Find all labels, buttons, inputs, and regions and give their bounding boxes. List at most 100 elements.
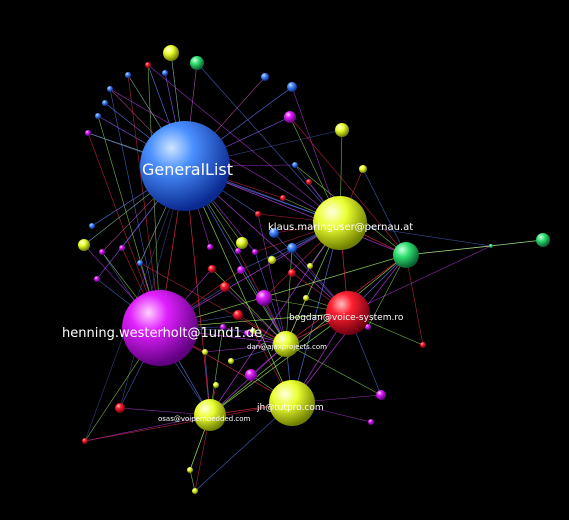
graph-node[interactable] (207, 244, 213, 250)
graph-node[interactable] (220, 324, 226, 330)
graph-node[interactable] (292, 162, 298, 168)
graph-node[interactable] (365, 324, 371, 330)
graph-node[interactable] (119, 245, 125, 251)
hub-node-dan[interactable] (273, 331, 299, 357)
graph-edge (289, 116, 407, 256)
graph-edge (204, 343, 287, 353)
graph-node[interactable] (89, 223, 95, 229)
hub-node-osas[interactable] (194, 399, 226, 431)
graph-node[interactable] (306, 179, 312, 185)
hub-node-bogdan[interactable] (326, 291, 370, 335)
graph-edge (490, 239, 544, 247)
graph-edge (211, 268, 287, 345)
graph-node[interactable] (82, 438, 88, 444)
graph-node[interactable] (256, 290, 272, 306)
graph-node[interactable] (307, 263, 313, 269)
graph-node[interactable] (255, 211, 261, 217)
graph-node[interactable] (192, 488, 198, 494)
hub-node-greenhub[interactable] (393, 242, 419, 268)
label-klaus: klaus.maringuser@pernau.at (268, 222, 413, 233)
graph-node[interactable] (303, 295, 309, 301)
graph-node[interactable] (359, 165, 367, 173)
hub-node-generallist[interactable] (140, 121, 230, 211)
graph-node[interactable] (162, 70, 168, 76)
graph-node[interactable] (237, 266, 245, 274)
graph-edge (139, 262, 287, 345)
graph-edge (189, 469, 196, 492)
graph-node[interactable] (208, 265, 216, 273)
graph-node[interactable] (102, 100, 108, 106)
graph-edge (127, 74, 161, 329)
graph-edge (347, 245, 492, 314)
graph-node[interactable] (245, 369, 257, 381)
graph-node[interactable] (268, 256, 276, 264)
graph-edge (285, 343, 382, 396)
graph-node[interactable] (376, 390, 386, 400)
graph-edge (209, 312, 349, 416)
graph-node[interactable] (287, 82, 297, 92)
graph-edge (147, 64, 341, 224)
label-layer: GeneralList klaus.maringuser@pernau.at b… (62, 160, 413, 423)
graph-node[interactable] (233, 310, 243, 320)
graph-edge (109, 88, 161, 329)
graph-edge (196, 62, 341, 224)
graph-node[interactable] (420, 342, 426, 348)
graph-node[interactable] (78, 239, 90, 251)
label-dan: dan@ajaxprojects.com (247, 343, 327, 351)
graph-node[interactable] (94, 276, 100, 282)
graph-node[interactable] (95, 113, 101, 119)
graph-node[interactable] (202, 349, 208, 355)
graph-node[interactable] (261, 73, 269, 81)
graph-node[interactable] (252, 249, 258, 255)
graph-node[interactable] (235, 248, 241, 254)
graph-edge (209, 222, 341, 416)
graph-node[interactable] (280, 195, 286, 201)
graph-node[interactable] (368, 419, 374, 425)
graph-node[interactable] (220, 282, 230, 292)
graph-edge (367, 254, 407, 328)
label-osas: osas@voipembedded.com (158, 415, 251, 423)
graph-edge (84, 402, 293, 442)
graph-node[interactable] (107, 86, 113, 92)
hub-node-klaus[interactable] (313, 196, 367, 250)
graph-node[interactable] (489, 244, 493, 248)
hub-node-jh[interactable] (269, 380, 315, 426)
graph-edge (209, 254, 407, 416)
label-bogdan: bogdan@voice-system.ro (289, 313, 404, 323)
node-layer (78, 45, 550, 494)
graph-node[interactable] (145, 62, 151, 68)
hub-node-henning[interactable] (122, 290, 198, 366)
graph-edge (224, 286, 287, 345)
graph-node[interactable] (236, 237, 248, 249)
graph-node[interactable] (536, 233, 550, 247)
graph-node[interactable] (244, 330, 250, 336)
graph-node[interactable] (163, 45, 179, 61)
graph-node[interactable] (288, 269, 296, 277)
graph-node[interactable] (284, 111, 296, 123)
graph-node[interactable] (115, 403, 125, 413)
graph-node[interactable] (228, 358, 234, 364)
edge-layer (83, 52, 544, 492)
graph-node[interactable] (85, 130, 91, 136)
graph-node[interactable] (137, 260, 143, 266)
graph-node[interactable] (187, 467, 193, 473)
label-henning: henning.westerholt@1und1.de (62, 326, 262, 341)
graph-edge (285, 247, 293, 345)
graph-edge (291, 222, 341, 404)
label-jh: jh@tutpro.com (256, 403, 324, 413)
graph-node[interactable] (335, 123, 349, 137)
graph-node[interactable] (269, 228, 279, 238)
graph-node[interactable] (213, 382, 219, 388)
graph-node[interactable] (125, 72, 131, 78)
graph-edge (84, 414, 211, 442)
label-generallist: GeneralList (142, 160, 233, 179)
graph-node[interactable] (250, 328, 256, 334)
graph-node[interactable] (287, 243, 297, 253)
graph-node[interactable] (190, 56, 204, 70)
graph-edge (405, 245, 492, 256)
graph-edge (159, 254, 407, 329)
graph-node[interactable] (99, 249, 105, 255)
graph-edge (405, 254, 424, 346)
